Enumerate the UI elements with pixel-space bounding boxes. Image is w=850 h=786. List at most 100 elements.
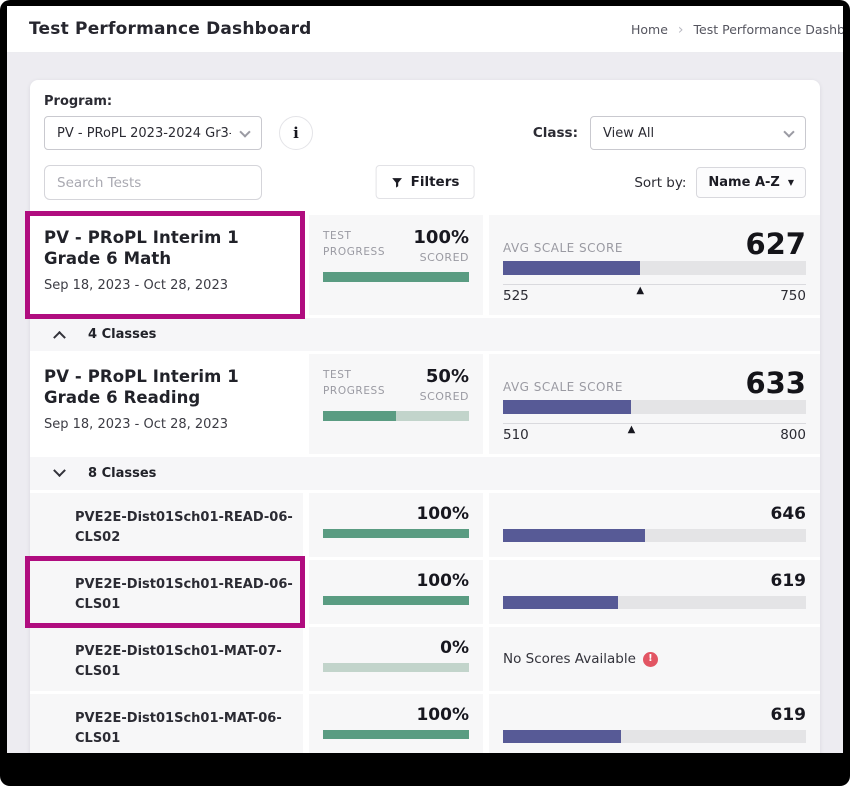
score-value: 646 — [770, 504, 807, 524]
class-name-cell[interactable]: PVE2E-Dist01Sch01-READ-06-CLS02 — [30, 493, 303, 557]
chevron-down-icon — [53, 464, 66, 478]
score-bar — [503, 261, 806, 275]
sort-select[interactable]: Name A-Z ▼ — [696, 167, 806, 198]
test-name: PV - PRoPL Interim 1 Grade 6 Math — [44, 228, 239, 268]
avg-scale-score-value: 633 — [745, 366, 806, 400]
info-icon: i — [293, 124, 299, 142]
progress-bar-fill — [323, 529, 469, 538]
sort-select-value: Name A-Z — [708, 175, 780, 190]
score-bar-fill — [503, 529, 646, 542]
class-name: PVE2E-Dist01Sch01-MAT-07-CLS01 — [75, 644, 282, 680]
test-row: PV - PRoPL Interim 1 Grade 6 Reading Sep… — [30, 354, 820, 454]
class-row: PVE2E-Dist01Sch01-MAT-06-CLS01 100% 619 — [30, 694, 820, 753]
progress-bar — [323, 410, 469, 421]
score-marker-icon: ▲ — [636, 285, 645, 296]
score-bar-fill — [503, 730, 622, 743]
scored-label: SCORED — [419, 250, 469, 264]
progress-bar-fill — [323, 730, 469, 739]
progress-bar — [323, 596, 469, 605]
sort-by-label: Sort by: — [634, 174, 687, 191]
score-max: 800 — [780, 427, 806, 443]
test-name: PV - PRoPL Interim 1 Grade 6 Reading — [44, 367, 239, 407]
class-select-value: View All — [603, 125, 655, 141]
class-name-cell[interactable]: PVE2E-Dist01Sch01-MAT-07-CLS01 — [30, 627, 303, 691]
score-min: 510 — [503, 427, 529, 443]
score-bar-fill — [503, 400, 632, 414]
progress-bar-fill — [323, 410, 396, 421]
filters-button-label: Filters — [410, 174, 460, 190]
test-progress-cell: TEST PROGRESS 50% SCORED — [309, 354, 483, 454]
test-name-cell[interactable]: PV - PRoPL Interim 1 Grade 6 Reading Sep… — [30, 354, 303, 454]
breadcrumb-separator-icon: › — [677, 21, 684, 38]
test-row: PV - PRoPL Interim 1 Grade 6 Math Sep 18… — [25, 211, 820, 319]
class-name-cell[interactable]: PVE2E-Dist01Sch01-MAT-06-CLS01 — [30, 694, 303, 753]
breadcrumb-home-link[interactable]: Home — [631, 22, 668, 37]
progress-bar-fill — [323, 271, 469, 282]
class-label: Class: — [532, 125, 578, 141]
test-name-cell[interactable]: PV - PRoPL Interim 1 Grade 6 Math Sep 18… — [25, 211, 305, 319]
avg-scale-score-value: 627 — [745, 227, 806, 261]
score-bar — [503, 400, 806, 414]
class-score-cell: 619 — [489, 560, 820, 624]
progress-percent: 100% — [416, 705, 469, 725]
class-progress-cell: 0% — [309, 627, 483, 691]
class-select[interactable]: View All — [590, 116, 806, 150]
test-dates: Sep 18, 2023 - Oct 28, 2023 — [44, 417, 228, 433]
score-bar-fill — [503, 596, 619, 609]
program-select-value: PV - PRoPL 2023-2024 Gr3-8 — [57, 125, 231, 141]
classes-count-label: 4 Classes — [88, 327, 157, 342]
test-score-cell: AVG SCALE SCORE 627 525 ▲ 750 — [489, 215, 820, 315]
progress-bar-fill — [323, 596, 469, 605]
class-progress-cell: 100% — [309, 493, 483, 557]
score-value: 619 — [770, 571, 807, 591]
progress-bar — [323, 271, 469, 282]
class-score-cell: No Scores Available ! — [489, 627, 820, 691]
score-bar-fill — [503, 261, 641, 275]
test-dates: Sep 18, 2023 - Oct 28, 2023 — [44, 278, 228, 294]
program-select[interactable]: PV - PRoPL 2023-2024 Gr3-8 — [44, 116, 262, 150]
class-row: PVE2E-Dist01Sch01-MAT-07-CLS01 0% No Sco… — [30, 627, 820, 691]
classes-count-label: 8 Classes — [88, 466, 157, 481]
score-min: 525 — [503, 288, 529, 304]
breadcrumb-current: Test Performance Dashboard — [693, 22, 843, 37]
breadcrumb: Home › Test Performance Dashboard — [631, 22, 843, 37]
progress-bar — [323, 730, 469, 739]
class-row: PVE2E-Dist01Sch01-READ-06-CLS01 100% 619 — [25, 556, 820, 628]
chevron-up-icon — [53, 330, 66, 344]
progress-percent: 50% — [425, 366, 469, 387]
avg-scale-score-label: AVG SCALE SCORE — [503, 380, 623, 394]
filters-button[interactable]: Filters — [375, 165, 475, 199]
class-name: PVE2E-Dist01Sch01-MAT-06-CLS01 — [75, 711, 282, 747]
search-input[interactable] — [44, 165, 262, 200]
classes-toggle-expanded[interactable]: 8 Classes — [30, 457, 820, 490]
avg-scale-score-label: AVG SCALE SCORE — [503, 241, 623, 255]
app-window: Test Performance Dashboard Home › Test P… — [7, 6, 843, 753]
program-label: Program: — [44, 94, 113, 109]
no-scores-label: No Scores Available — [503, 651, 636, 667]
class-name: PVE2E-Dist01Sch01-READ-06-CLS01 — [75, 577, 293, 613]
progress-percent: 100% — [416, 571, 469, 591]
class-score-cell: 646 — [489, 493, 820, 557]
progress-bar — [323, 529, 469, 538]
class-progress-cell: 100% — [309, 694, 483, 753]
scored-label: SCORED — [419, 389, 469, 403]
score-max: 750 — [780, 288, 806, 304]
score-marker-icon: ▲ — [627, 424, 636, 435]
progress-percent: 100% — [416, 504, 469, 524]
caret-down-icon: ▼ — [787, 178, 794, 187]
chevron-down-icon — [783, 126, 795, 138]
score-bar — [503, 730, 806, 743]
classes-toggle-collapsed[interactable]: 4 Classes — [30, 318, 820, 351]
class-name-cell[interactable]: PVE2E-Dist01Sch01-READ-06-CLS01 — [25, 556, 305, 628]
test-progress-cell: TEST PROGRESS 100% SCORED — [309, 215, 483, 315]
funnel-icon — [392, 177, 402, 188]
progress-percent: 100% — [413, 227, 469, 248]
score-bar — [503, 529, 806, 542]
error-icon: ! — [642, 651, 658, 667]
class-row: PVE2E-Dist01Sch01-READ-06-CLS02 100% 646 — [30, 493, 820, 557]
score-value: 619 — [770, 705, 807, 725]
progress-bar — [323, 663, 469, 672]
class-score-cell: 619 — [489, 694, 820, 753]
program-info-button[interactable]: i — [279, 116, 313, 150]
